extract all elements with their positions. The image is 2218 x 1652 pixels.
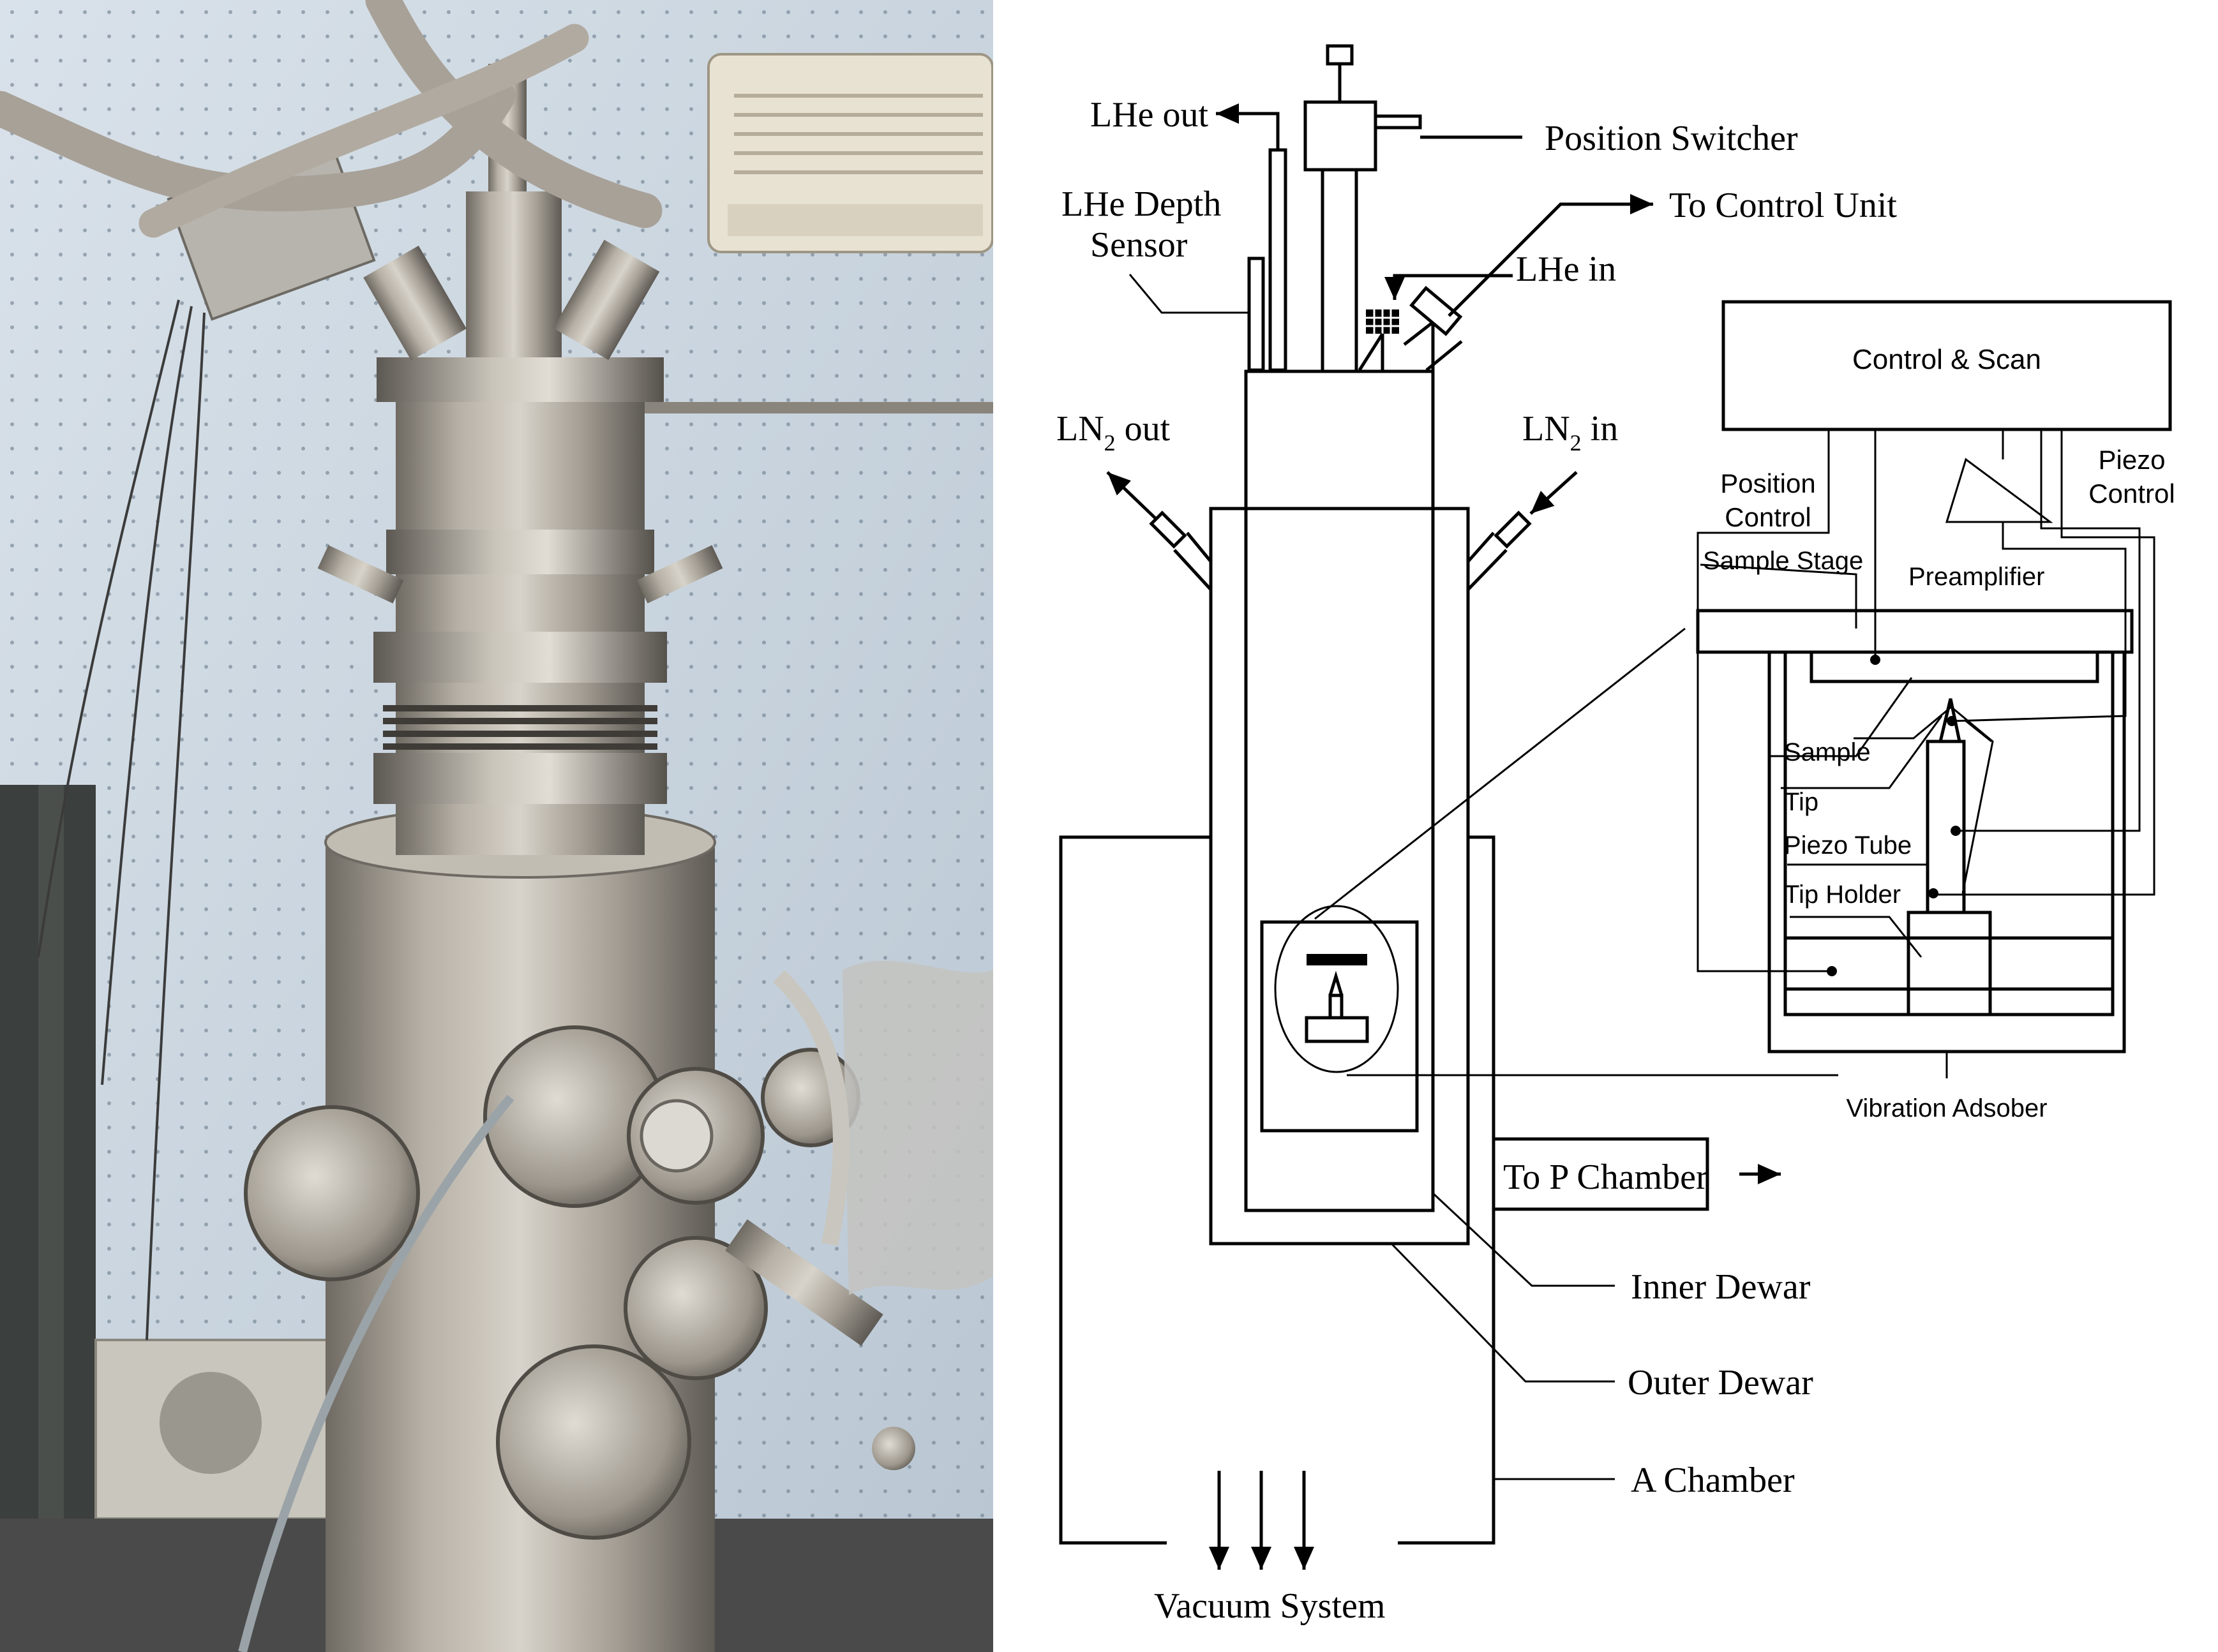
label-position-control-2: Control (1725, 502, 1811, 532)
label-tip-holder: Tip Holder (1784, 881, 1901, 909)
a-chamber (1059, 835, 1211, 1545)
label-lhe-in: LHe in (1516, 249, 1616, 289)
lhe-in-connector (1358, 274, 1513, 371)
control-feedthrough (1403, 194, 1653, 371)
label-sensor: Sensor (1090, 225, 1188, 265)
schematic: LHe out Position Switcher LHe Depth Sens… (1056, 44, 2175, 1626)
label-piezo-control-2: Control (2088, 479, 2175, 509)
position-switcher (1303, 44, 1522, 370)
label-outer-dewar: Outer Dewar (1628, 1363, 1813, 1403)
label-ln2-out: LN2 out (1056, 409, 1171, 456)
label-position-switcher: Position Switcher (1545, 119, 1798, 158)
label-sample: Sample (1784, 738, 1871, 766)
label-preamplifier: Preamplifier (1908, 563, 2044, 591)
apparatus-photo (0, 0, 993, 1652)
label-piezo-tube: Piezo Tube (1784, 831, 1912, 859)
stm-inset (1696, 300, 2172, 1078)
air-conditioner (707, 53, 993, 253)
chamber-ports (244, 1025, 860, 1540)
p-chamber-box (1492, 1137, 1709, 1211)
label-control-scan: Control & Scan (1852, 344, 2041, 375)
label-lhe-out: LHe out (1090, 95, 1209, 135)
outer-dewar (1209, 507, 1470, 1246)
vacuum-arrows (1209, 1471, 1314, 1570)
label-vacuum-system: Vacuum System (1154, 1586, 1385, 1626)
label-sample-stage: Sample Stage (1703, 547, 1863, 575)
label-ln2-in: LN2 in (1522, 409, 1618, 456)
label-lhe-depth: LHe Depth (1061, 184, 1221, 224)
label-tip: Tip (1784, 788, 1818, 816)
label-to-p-chamber: To P Chamber (1503, 1157, 1708, 1197)
label-position-control-1: Position (1720, 468, 1815, 498)
stm-head (1260, 905, 1419, 1133)
label-inner-dewar: Inner Dewar (1631, 1267, 1811, 1307)
ln2-out-port (1106, 471, 1212, 591)
label-vibration-absorber: Vibration Adsober (1846, 1094, 2047, 1122)
inner-dewar (1244, 369, 1435, 1212)
lhe-depth-sensor (1128, 257, 1265, 372)
label-a-chamber: A Chamber (1631, 1461, 1795, 1500)
ln2-in-port (1467, 471, 1578, 591)
label-to-control-unit: To Control Unit (1669, 186, 1897, 225)
label-piezo-control-1: Piezo (2098, 445, 2165, 475)
